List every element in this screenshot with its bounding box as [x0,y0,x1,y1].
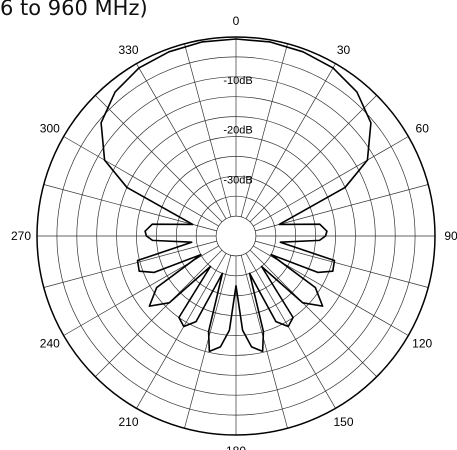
grid-spoke [253,136,409,227]
grid-spoke [43,184,217,232]
angle-tick-330: 330 [118,43,138,57]
angle-tick-60: 60 [416,122,430,136]
angle-tick-90: 90 [444,229,457,243]
grid-spoke [95,249,223,377]
grid-spoke [249,95,377,223]
db-label: -20dB [223,125,252,137]
pattern-curve [100,38,372,353]
grid-spoke [95,95,223,223]
angle-tick-30: 30 [337,43,351,57]
grid-spoke [136,253,227,409]
grid-spoke [245,63,336,219]
polar-grid [36,36,436,436]
db-label: -30dB [223,174,252,186]
angle-tick-180: 180 [226,444,246,450]
grid-ring [215,215,257,257]
grid-spoke [240,255,288,429]
chart-title: 6 to 960 MHz) [0,0,148,20]
db-label: -10dB [223,75,252,87]
angle-tick-150: 150 [333,415,353,429]
angle-tick-labels: 0 30 60 90 120 150 180 210 240 270 300 330 [11,14,457,450]
angle-tick-300: 300 [40,122,60,136]
grid-spoke [240,43,288,217]
angle-tick-240: 240 [40,337,60,351]
grid-spoke [184,43,232,217]
angle-tick-270: 270 [11,229,31,243]
grid-spoke [245,253,336,409]
grid-spoke [255,240,429,288]
angle-tick-0: 0 [233,14,240,28]
outer-ring [36,36,436,436]
plot-area [100,38,372,353]
angle-tick-210: 210 [118,415,138,429]
angle-tick-120: 120 [412,337,432,351]
grid-spoke [249,249,377,377]
radial-db-labels: -10dB -20dB -30dB [223,75,252,187]
grid-spoke [43,240,217,288]
grid-spoke [184,255,232,429]
grid-spoke [136,63,227,219]
grid-spoke [63,136,219,227]
grid-spoke [255,184,429,232]
